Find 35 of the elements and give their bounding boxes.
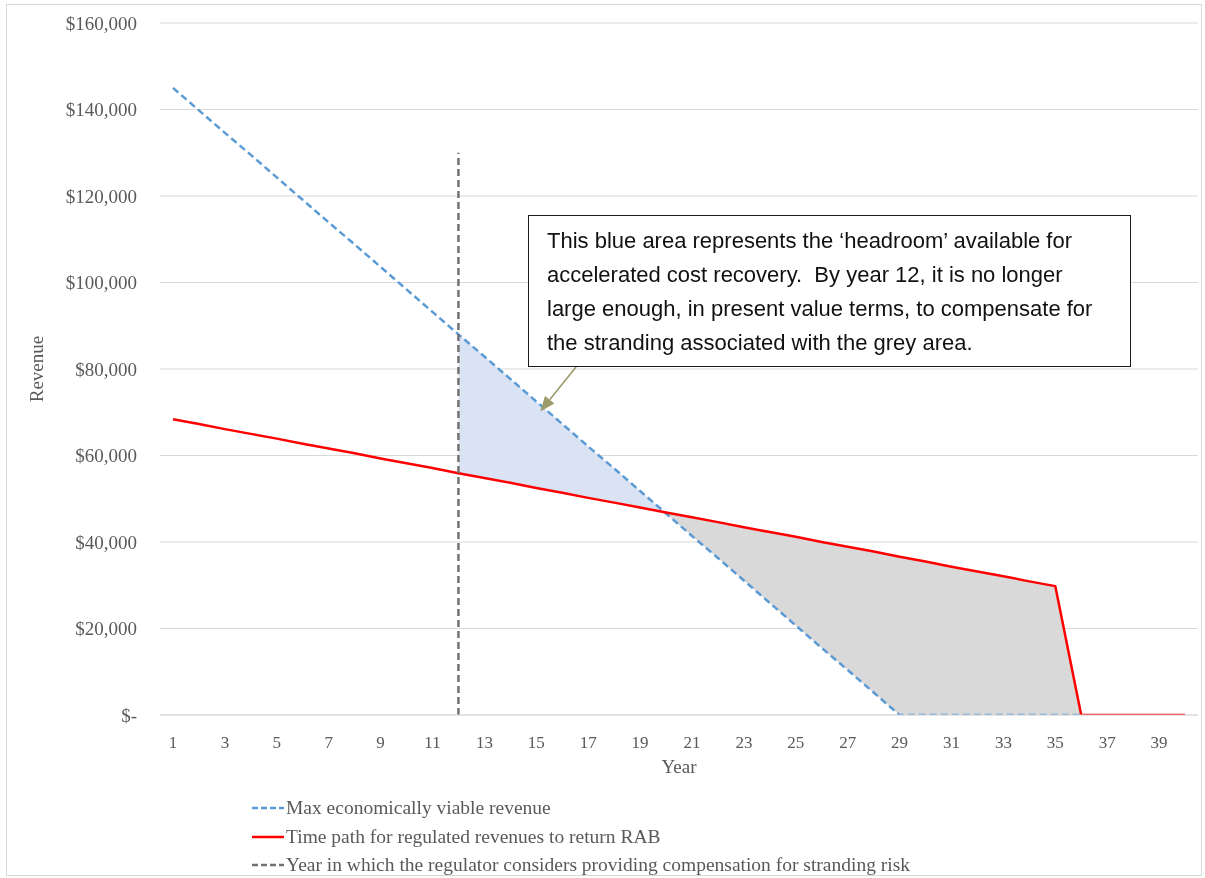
- x-tick-label: 5: [272, 733, 282, 753]
- x-tick-label: 25: [787, 733, 805, 753]
- x-tick-label: 17: [579, 733, 598, 753]
- x-tick-label: 3: [220, 733, 230, 753]
- legend-label: Time path for regulated revenues to return RAB: [286, 825, 661, 848]
- y-tick-label: $20,000: [75, 618, 137, 640]
- annotation: This blue area represents the ‘headroom’ available for accelerated cost recovery. By year 12, it is no longer large enough, in present value terms, to compensate for the stranding associated with the grey area.: [547, 227, 1094, 357]
- x-tick-label: 37: [1098, 733, 1117, 753]
- x-tick-label: 11: [424, 733, 441, 753]
- y-tick-label: $140,000: [65, 99, 137, 121]
- y-tick-label: $160,000: [65, 12, 137, 34]
- legend-label: Year in which the regulator considers providing compensation for stranding risk: [286, 854, 911, 877]
- x-tick-label: 7: [324, 733, 334, 753]
- legend-label: Max economically viable revenue: [286, 797, 551, 820]
- x-tick-label: 19: [631, 733, 649, 753]
- x-tick-label: 33: [994, 733, 1012, 753]
- y-tick-label: $60,000: [75, 445, 137, 467]
- x-tick-label: 21: [683, 733, 701, 753]
- x-tick-label: 35: [1046, 733, 1064, 753]
- x-tick-label: 23: [735, 733, 753, 753]
- x-tick-label: 13: [475, 733, 493, 753]
- x-tick-label: 31: [942, 733, 960, 753]
- x-tick-label: 1: [168, 733, 178, 753]
- x-axis-title: Year: [661, 756, 698, 777]
- y-tick-label: $80,000: [75, 358, 137, 380]
- y-tick-label: $100,000: [65, 272, 137, 294]
- x-tick-label: 9: [376, 733, 385, 753]
- y-tick-label: $40,000: [75, 531, 137, 553]
- x-tick-label: 27: [839, 733, 857, 753]
- y-tick-label: $-: [121, 704, 137, 726]
- x-tick-label: 15: [527, 733, 545, 753]
- y-axis-title: Revenue: [25, 335, 47, 403]
- y-tick-label: $120,000: [65, 185, 137, 207]
- x-tick-label: 29: [891, 733, 909, 753]
- x-tick-label: 39: [1150, 733, 1168, 753]
